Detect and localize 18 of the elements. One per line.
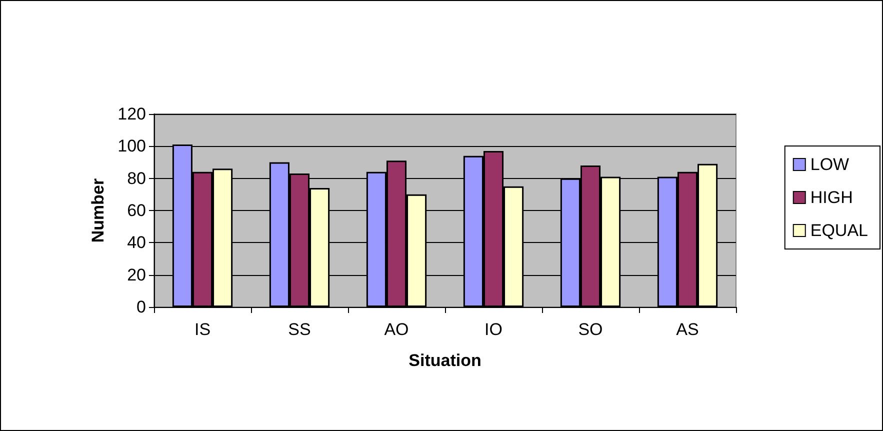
y-tick-label: 120 (118, 104, 146, 124)
y-tick-label: 0 (136, 298, 146, 316)
x-tick-label: AO (384, 320, 409, 339)
y-tick-label: 60 (127, 201, 146, 220)
x-tick-label: AS (676, 320, 699, 339)
y-tick-label: 20 (127, 265, 146, 284)
y-tick-label: 100 (118, 136, 146, 156)
legend-label: EQUAL (810, 221, 868, 240)
x-axis-title: Situation (408, 351, 482, 370)
x-tick-label: SS (288, 320, 311, 339)
x-tick-label: SO (578, 320, 603, 339)
legend-label: LOW (810, 155, 850, 174)
y-tick-label: 80 (127, 168, 146, 188)
y-tick-label: 40 (127, 233, 146, 252)
x-tick-label: IS (194, 320, 211, 339)
y-axis-title: Number (88, 178, 108, 243)
legend-label: HIGH (810, 188, 853, 207)
x-tick-label: IO (484, 320, 502, 339)
